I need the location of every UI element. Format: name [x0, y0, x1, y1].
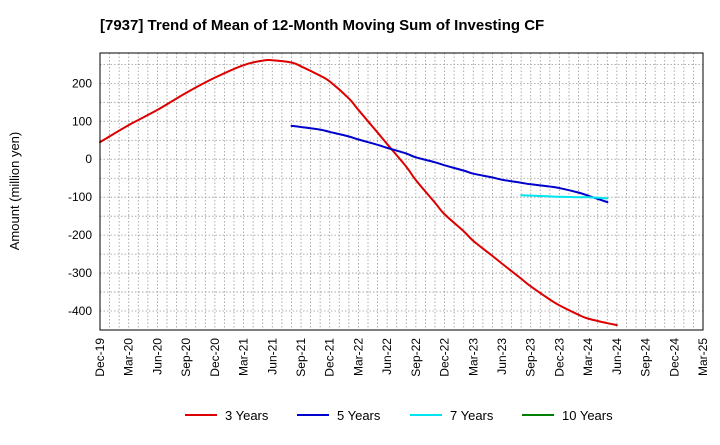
- legend-label-3-years: 3 Years: [225, 408, 269, 423]
- y-tick-label: -300: [68, 266, 92, 280]
- x-tick-label: Jun-20: [150, 338, 164, 375]
- x-tick-label: Sep-23: [524, 338, 538, 377]
- x-tick-label: Jun-23: [495, 338, 509, 375]
- series-line-7-years: [520, 194, 609, 200]
- x-tick-label: Mar-21: [237, 338, 251, 376]
- plot-background: [100, 53, 703, 330]
- x-tick-label: Mar-22: [351, 338, 365, 376]
- x-tick-label: Dec-23: [552, 338, 566, 377]
- x-tick-label: Dec-24: [667, 338, 681, 377]
- y-axis-label: Amount (million yen): [7, 132, 22, 251]
- x-tick-label: Dec-20: [208, 338, 222, 377]
- x-tick-label: Dec-22: [438, 338, 452, 377]
- x-tick-label: Sep-21: [294, 338, 308, 377]
- x-tick-label: Jun-22: [380, 338, 394, 375]
- y-tick-label: -100: [68, 190, 92, 204]
- x-tick-label: Mar-23: [466, 338, 480, 376]
- x-tick-label: Sep-20: [179, 338, 193, 377]
- x-tick-label: Sep-24: [639, 338, 653, 377]
- legend-item-7-years: 7 Years: [410, 408, 494, 423]
- legend-item-3-years: 3 Years: [185, 408, 269, 423]
- y-tick-label: -200: [68, 228, 92, 242]
- y-tick-label: 0: [85, 152, 92, 166]
- x-tick-label: Mar-24: [581, 338, 595, 376]
- x-tick-label: Jun-24: [610, 338, 624, 375]
- legend-item-5-years: 5 Years: [297, 408, 381, 423]
- y-tick-label: 100: [72, 114, 92, 128]
- legend: 3 Years 5 Years 7 Years 10 Years: [185, 408, 613, 423]
- x-tick-label: Jun-21: [265, 338, 279, 375]
- y-tick-labels: 200 100 0 -100 -200 -300 -400: [68, 76, 92, 318]
- x-tick-labels: Dec-19 Mar-20 Jun-20 Sep-20 Dec-20 Mar-21 Jun-…: [93, 338, 710, 377]
- legend-label-7-years: 7 Years: [450, 408, 494, 423]
- x-tick-label: Dec-21: [323, 338, 337, 377]
- y-tick-label: -400: [68, 304, 92, 318]
- x-tick-label: Dec-19: [93, 338, 107, 377]
- x-tick-label: Mar-25: [696, 338, 710, 376]
- chart-title: [7937] Trend of Mean of 12-Month Moving …: [100, 17, 544, 34]
- legend-label-10-years: 10 Years: [562, 408, 613, 423]
- legend-label-5-years: 5 Years: [337, 408, 381, 423]
- grid-layer: [100, 53, 703, 330]
- x-tick-label: Mar-20: [122, 338, 136, 376]
- series-line-3-years: [99, 58, 618, 327]
- y-tick-label: 200: [72, 76, 92, 90]
- series-line-5-years: [290, 124, 609, 204]
- legend-item-10-years: 10 Years: [522, 408, 613, 423]
- plot-frame: [99, 52, 704, 331]
- series-layer: [99, 58, 618, 327]
- x-tick-label: Sep-22: [409, 338, 423, 377]
